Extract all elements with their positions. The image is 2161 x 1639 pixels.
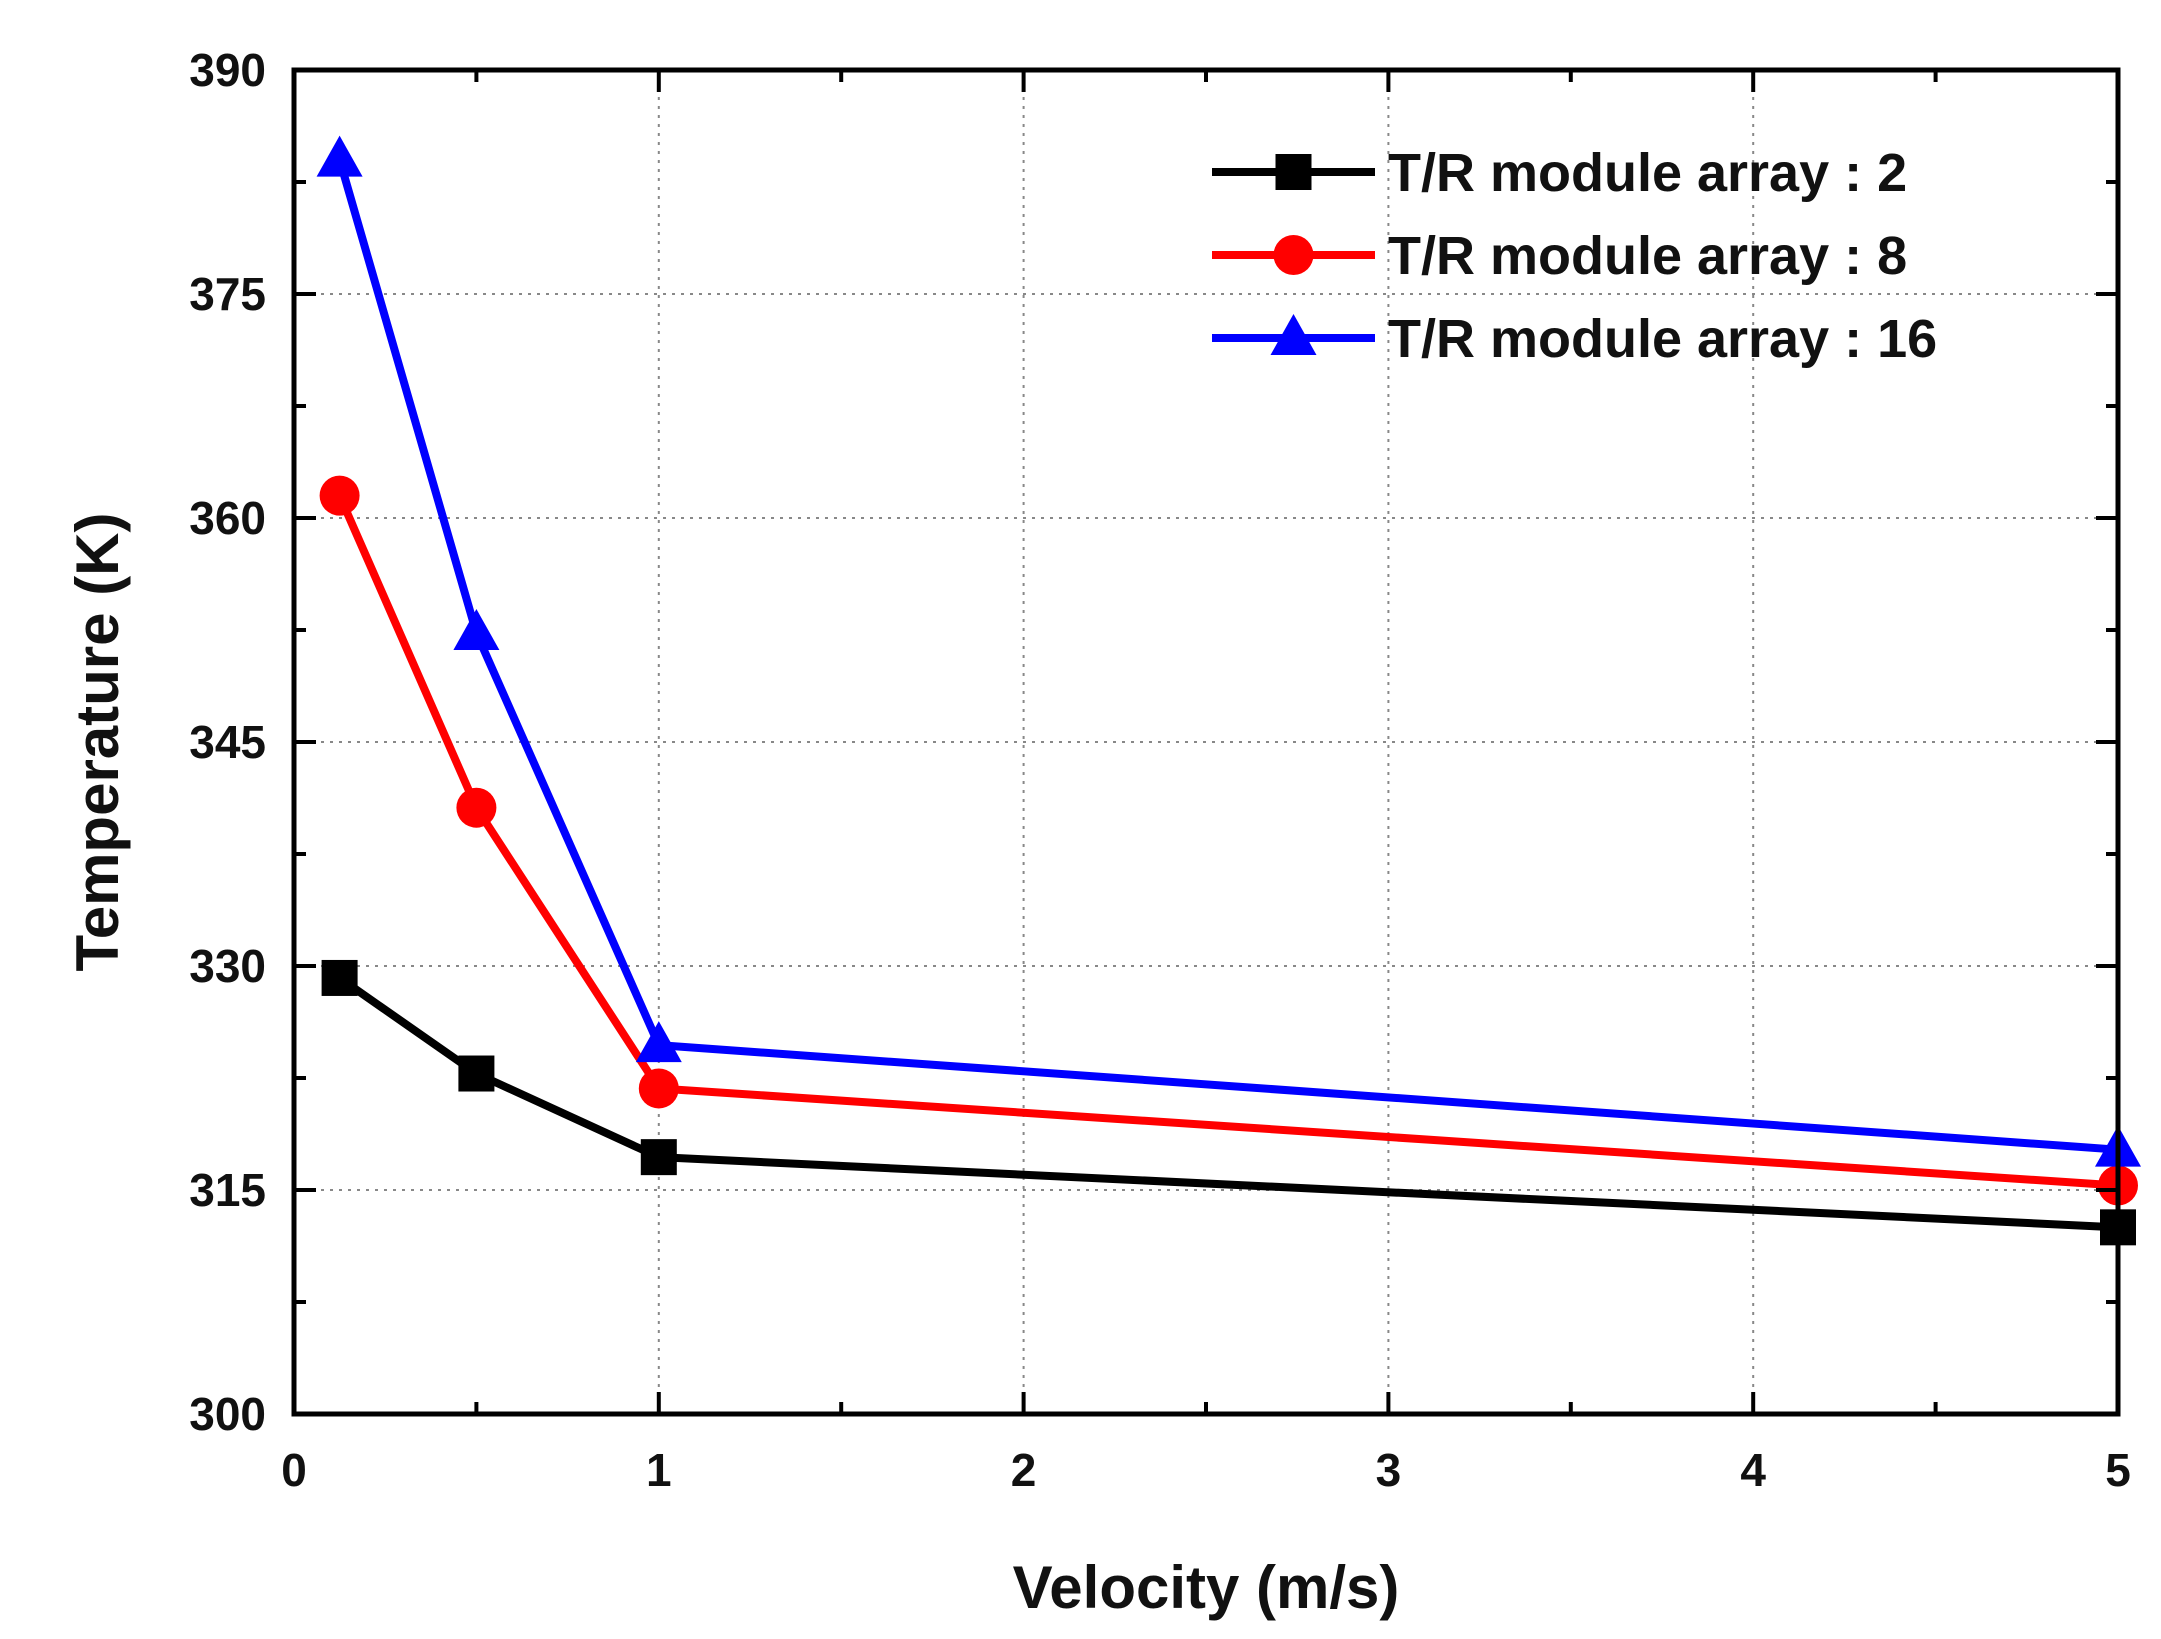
legend-marker [1275, 154, 1312, 190]
x-tick-label: 2 [1011, 1444, 1037, 1496]
y-tick-label: 390 [189, 44, 266, 96]
x-tick-label: 0 [281, 1444, 307, 1496]
legend-label: T/R module array : 8 [1388, 226, 1907, 286]
data-point-1-3 [640, 1139, 677, 1176]
series-layer [316, 135, 2141, 1246]
legend-marker [1273, 235, 1314, 275]
x-tick-label: 4 [1740, 1444, 1766, 1496]
grid-lines [294, 70, 2118, 1414]
data-point-3-3 [635, 1021, 682, 1063]
legend-entry-2: T/R module array : 8 [1212, 226, 1907, 286]
y-tick-label: 330 [189, 940, 266, 992]
y-axis-title: Temperature (K) [64, 513, 131, 972]
legend-label: T/R module array : 2 [1388, 143, 1907, 203]
series-1 [321, 959, 2136, 1246]
y-tick-label: 360 [189, 492, 266, 544]
series-3 [316, 135, 2141, 1167]
x-tick-label: 3 [1376, 1444, 1402, 1496]
x-tick-label: 5 [2105, 1444, 2131, 1496]
legend: T/R module array : 2 T/R module array : 8… [1212, 143, 1937, 369]
axis-ticks [292, 68, 2120, 1416]
series-line-3 [335, 158, 2119, 1154]
data-point-1-2 [458, 1055, 495, 1092]
data-point-2-1 [319, 475, 360, 516]
legend-entry-3: T/R module array : 16 [1212, 309, 1937, 369]
series-line-2 [335, 493, 2119, 1190]
x-tick-label: 1 [646, 1444, 672, 1496]
data-point-3-1 [316, 135, 363, 177]
series-2 [319, 475, 2138, 1206]
y-tick-label: 315 [189, 1164, 266, 1216]
series-line-1 [337, 974, 2119, 1232]
legend-entry-1: T/R module array : 2 [1212, 143, 1907, 203]
data-point-2-2 [456, 787, 497, 828]
legend-label: T/R module array : 16 [1388, 309, 1937, 369]
data-point-2-3 [638, 1068, 679, 1109]
y-tick-label: 345 [189, 716, 266, 768]
y-tick-label: 375 [189, 268, 266, 320]
data-point-1-1 [321, 959, 358, 996]
data-point-3-2 [453, 608, 500, 650]
y-tick-label: 300 [189, 1388, 266, 1440]
x-axis-title: Velocity (m/s) [1013, 1554, 1400, 1621]
legend-marker [1270, 314, 1317, 355]
